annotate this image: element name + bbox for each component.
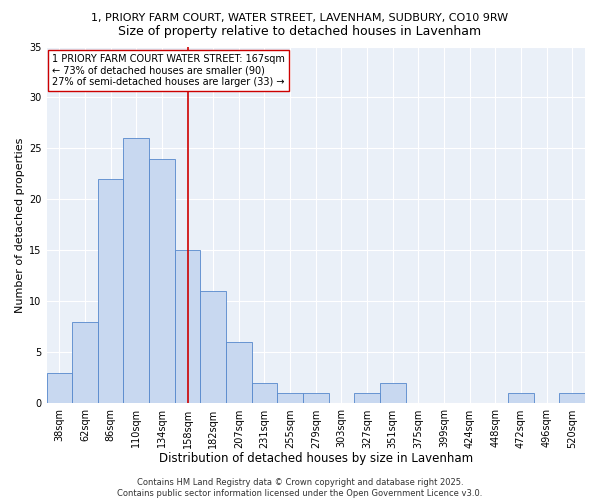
Text: Size of property relative to detached houses in Lavenham: Size of property relative to detached ho… [118,25,482,38]
Bar [124,138,149,404]
Bar [508,394,534,404]
Bar [149,158,175,404]
Text: 1 PRIORY FARM COURT WATER STREET: 167sqm
← 73% of detached houses are smaller (9: 1 PRIORY FARM COURT WATER STREET: 167sqm… [52,54,285,87]
Bar [47,373,72,404]
Bar [380,383,406,404]
Y-axis label: Number of detached properties: Number of detached properties [15,138,25,312]
Text: 1, PRIORY FARM COURT, WATER STREET, LAVENHAM, SUDBURY, CO10 9RW: 1, PRIORY FARM COURT, WATER STREET, LAVE… [91,12,509,22]
X-axis label: Distribution of detached houses by size in Lavenham: Distribution of detached houses by size … [159,452,473,465]
Bar [559,394,585,404]
Bar [175,250,200,404]
Bar [303,394,329,404]
Bar [354,394,380,404]
Bar [277,394,303,404]
Bar [98,179,124,404]
Text: Contains HM Land Registry data © Crown copyright and database right 2025.
Contai: Contains HM Land Registry data © Crown c… [118,478,482,498]
Bar [226,342,251,404]
Bar [72,322,98,404]
Bar [200,292,226,404]
Bar [251,383,277,404]
